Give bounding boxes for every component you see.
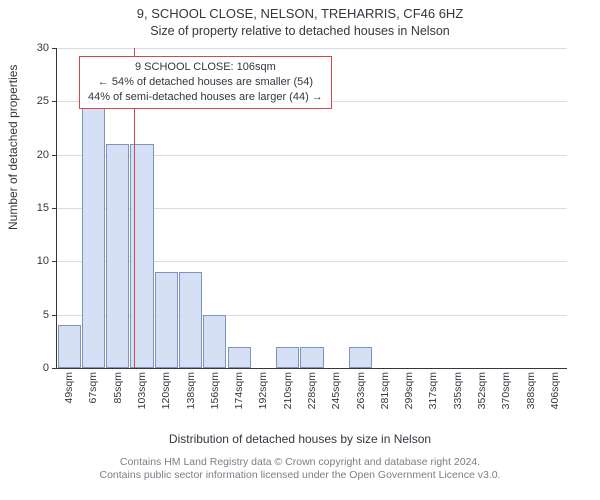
- x-tick-label: 281sqm: [379, 368, 391, 409]
- x-tick-label: 317sqm: [427, 368, 439, 409]
- histogram-bar: [300, 347, 323, 368]
- x-tick-label: 352sqm: [476, 368, 488, 409]
- callout-box: 9 SCHOOL CLOSE: 106sqm← 54% of detached …: [79, 56, 332, 109]
- x-tick-label: 138sqm: [185, 368, 197, 409]
- histogram-bar: [58, 325, 81, 368]
- histogram-bar: [82, 101, 105, 368]
- x-tick-label: 406sqm: [549, 368, 561, 409]
- y-axis-label: Number of detached properties: [6, 65, 20, 230]
- y-tick-label: 15: [37, 202, 57, 214]
- x-tick-label: 103sqm: [136, 368, 148, 409]
- x-tick-label: 192sqm: [257, 368, 269, 409]
- x-tick-label: 210sqm: [282, 368, 294, 409]
- x-tick-label: 263sqm: [355, 368, 367, 409]
- histogram-bar: [106, 144, 129, 368]
- plot-area: 05101520253049sqm67sqm85sqm103sqm120sqm1…: [56, 48, 567, 369]
- footer-line-1: Contains HM Land Registry data © Crown c…: [0, 456, 600, 469]
- y-tick-label: 10: [37, 255, 57, 267]
- x-tick-label: 335sqm: [452, 368, 464, 409]
- x-tick-label: 299sqm: [403, 368, 415, 409]
- x-tick-label: 85sqm: [112, 368, 124, 404]
- x-tick-label: 156sqm: [209, 368, 221, 409]
- histogram-bar: [179, 272, 202, 368]
- callout-line-2: ← 54% of detached houses are smaller (54…: [88, 75, 323, 90]
- x-tick-label: 120sqm: [160, 368, 172, 409]
- x-axis-label: Distribution of detached houses by size …: [0, 432, 600, 446]
- y-tick-label: 25: [37, 95, 57, 107]
- y-tick-label: 5: [43, 309, 57, 321]
- callout-line-3: 44% of semi-detached houses are larger (…: [88, 90, 323, 105]
- x-tick-label: 174sqm: [233, 368, 245, 409]
- histogram-bar: [349, 347, 372, 368]
- x-tick-label: 245sqm: [330, 368, 342, 409]
- x-tick-label: 67sqm: [87, 368, 99, 404]
- callout-line-1: 9 SCHOOL CLOSE: 106sqm: [88, 60, 323, 75]
- histogram-bar: [155, 272, 178, 368]
- histogram-bar: [276, 347, 299, 368]
- chart-title: 9, SCHOOL CLOSE, NELSON, TREHARRIS, CF46…: [0, 6, 600, 21]
- y-tick-label: 30: [37, 42, 57, 54]
- x-tick-label: 388sqm: [525, 368, 537, 409]
- x-tick-label: 49sqm: [63, 368, 75, 404]
- x-tick-label: 228sqm: [306, 368, 318, 409]
- y-tick-label: 20: [37, 149, 57, 161]
- histogram-bar: [203, 315, 226, 368]
- chart-subtitle: Size of property relative to detached ho…: [0, 24, 600, 38]
- histogram-bar: [228, 347, 251, 368]
- footer-line-2: Contains public sector information licen…: [0, 469, 600, 482]
- x-tick-label: 370sqm: [500, 368, 512, 409]
- data-attribution: Contains HM Land Registry data © Crown c…: [0, 456, 600, 482]
- y-tick-label: 0: [43, 362, 57, 374]
